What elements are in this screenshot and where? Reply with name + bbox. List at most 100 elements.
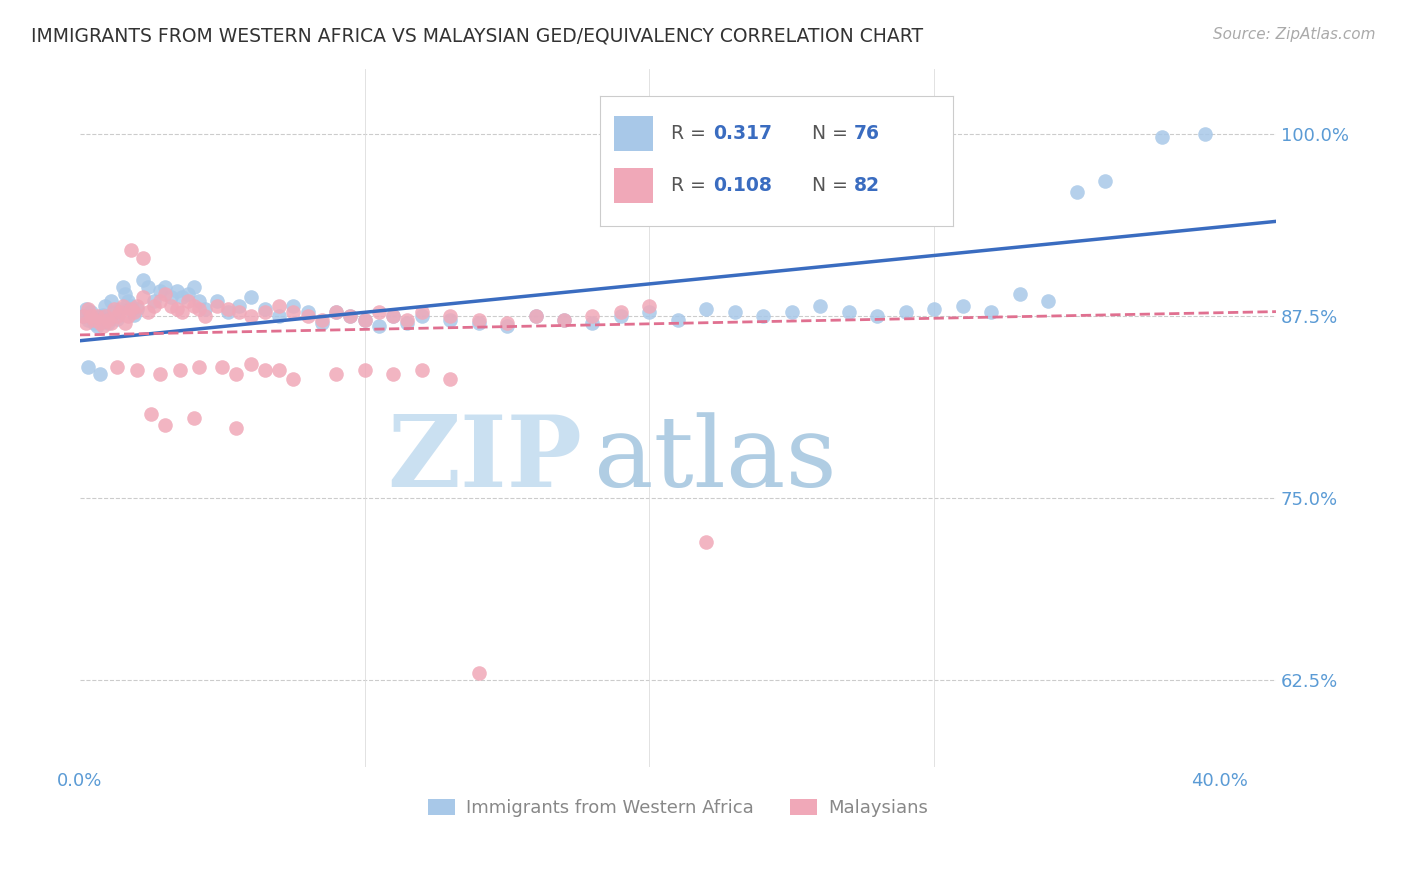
Point [411,363,433,377]
Point [382,309,405,323]
Point [297,309,319,323]
Point [581,316,603,330]
Point [439,371,461,385]
Point [122,304,145,318]
Point [155,287,177,301]
Point [136,304,159,318]
Point [353,363,375,377]
Text: IMMIGRANTS FROM WESTERN AFRICA VS MALAYSIAN GED/EQUIVALENCY CORRELATION CHART: IMMIGRANTS FROM WESTERN AFRICA VS MALAYS… [31,27,924,45]
Point [866,309,889,323]
Point [638,304,661,318]
Point [382,309,405,323]
Point [695,534,717,549]
Point [1036,294,1059,309]
Point [166,285,188,299]
Point [83,313,105,327]
Point [980,304,1002,318]
Point [114,316,136,330]
Legend: Immigrants from Western Africa, Malaysians: Immigrants from Western Africa, Malaysia… [420,792,935,824]
Point [77,359,100,374]
Point [120,301,142,316]
Point [105,359,128,374]
Point [155,280,177,294]
Point [120,244,142,258]
Point [553,313,575,327]
Point [149,294,172,309]
Point [188,359,211,374]
Point [1194,127,1216,141]
Point [217,304,239,318]
Point [166,301,188,316]
Point [105,312,128,326]
Point [83,316,105,330]
Point [325,368,347,382]
Point [1094,173,1116,187]
Point [117,294,139,309]
Point [467,313,489,327]
Point [72,309,94,323]
Point [131,272,153,286]
Point [467,665,489,680]
Point [239,357,262,371]
Point [1008,287,1031,301]
Point [382,368,405,382]
Point [111,299,134,313]
Point [75,301,97,316]
Point [160,299,183,313]
Point [77,313,100,327]
Point [172,290,194,304]
Point [194,309,217,323]
Point [188,294,211,309]
Point [524,309,547,323]
Point [149,368,172,382]
Point [169,363,191,377]
Point [253,363,276,377]
Point [439,313,461,327]
Point [353,313,375,327]
Point [103,301,125,316]
Point [120,299,142,313]
Point [188,301,211,316]
Point [97,316,120,330]
Point [108,304,131,318]
Point [253,301,276,316]
Point [142,299,165,313]
Point [638,299,661,313]
Point [125,301,148,316]
Point [94,299,117,313]
Point [155,418,177,433]
Point [283,299,305,313]
Point [411,304,433,318]
Point [1150,130,1173,145]
Point [183,299,205,313]
Point [139,407,162,421]
Point [89,368,111,382]
Point [228,299,250,313]
Point [253,304,276,318]
Point [553,313,575,327]
Point [114,287,136,301]
Point [131,251,153,265]
Point [125,363,148,377]
Point [136,280,159,294]
Point [103,304,125,318]
Point [80,304,103,318]
Point [177,294,200,309]
Point [239,309,262,323]
Point [610,304,633,318]
Point [205,299,228,313]
Point [142,294,165,309]
Point [125,299,148,313]
Point [205,294,228,309]
Point [695,301,717,316]
Point [283,304,305,318]
Point [724,304,747,318]
Point [177,287,200,301]
Text: ZIP: ZIP [387,411,582,508]
Point [467,316,489,330]
Point [77,301,100,316]
Point [894,304,917,318]
Point [283,371,305,385]
Point [339,309,361,323]
Point [183,280,205,294]
